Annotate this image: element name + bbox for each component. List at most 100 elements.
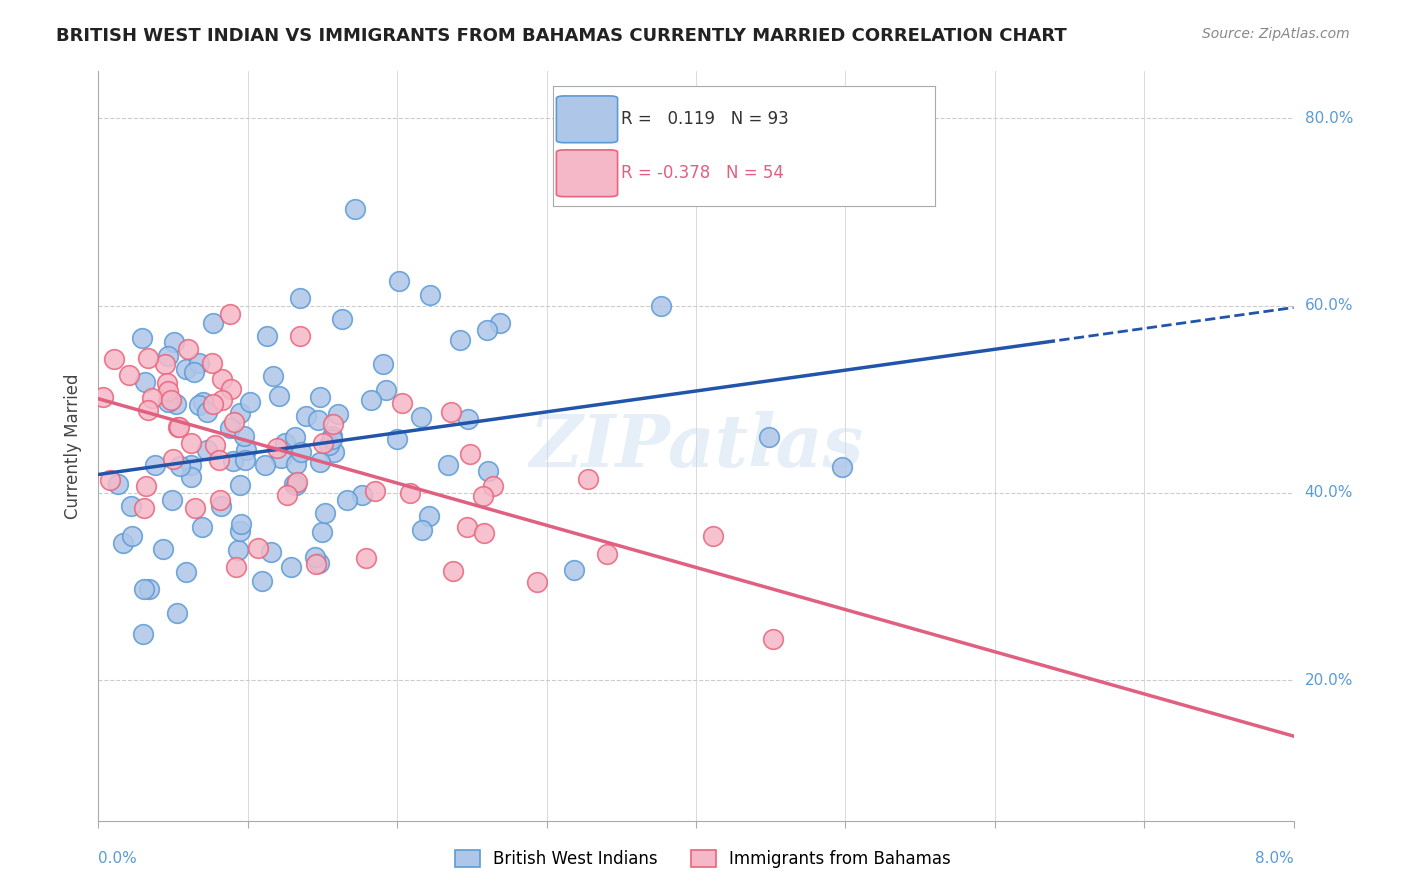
Immigrants from Bahamas <box>176 342 198 356</box>
British West Indians <box>274 436 297 450</box>
Immigrants from Bahamas <box>167 420 190 434</box>
Immigrants from Bahamas <box>141 391 163 405</box>
British West Indians <box>371 357 394 371</box>
Immigrants from Bahamas <box>136 351 159 365</box>
British West Indians <box>309 390 332 404</box>
British West Indians <box>288 291 311 305</box>
Immigrants from Bahamas <box>224 416 246 430</box>
British West Indians <box>218 420 240 434</box>
British West Indians <box>323 444 346 458</box>
Text: 80.0%: 80.0% <box>1305 111 1353 126</box>
British West Indians <box>235 443 257 458</box>
British West Indians <box>107 477 129 491</box>
British West Indians <box>280 559 302 574</box>
Immigrants from Bahamas <box>472 525 495 540</box>
British West Indians <box>229 478 252 492</box>
Immigrants from Bahamas <box>312 435 335 450</box>
Immigrants from Bahamas <box>762 632 785 646</box>
Immigrants from Bahamas <box>209 493 232 508</box>
Immigrants from Bahamas <box>305 557 328 571</box>
British West Indians <box>831 460 853 475</box>
Immigrants from Bahamas <box>208 453 231 467</box>
British West Indians <box>284 458 307 472</box>
British West Indians <box>385 433 408 447</box>
British West Indians <box>252 574 274 588</box>
Immigrants from Bahamas <box>471 489 494 503</box>
British West Indians <box>269 389 291 403</box>
Immigrants from Bahamas <box>93 390 115 404</box>
British West Indians <box>143 458 166 472</box>
Immigrants from Bahamas <box>201 397 224 411</box>
British West Indians <box>183 365 205 379</box>
British West Indians <box>304 550 326 565</box>
British West Indians <box>132 582 155 596</box>
Immigrants from Bahamas <box>354 550 377 565</box>
British West Indians <box>229 516 252 531</box>
British West Indians <box>180 458 202 472</box>
British West Indians <box>121 529 143 543</box>
British West Indians <box>290 444 312 458</box>
Immigrants from Bahamas <box>526 575 548 590</box>
British West Indians <box>650 299 672 313</box>
Immigrants from Bahamas <box>440 405 463 419</box>
British West Indians <box>180 469 202 483</box>
Immigrants from Bahamas <box>458 447 481 461</box>
British West Indians <box>187 399 209 413</box>
British West Indians <box>166 606 188 620</box>
British West Indians <box>321 433 343 447</box>
British West Indians <box>311 524 333 539</box>
Immigrants from Bahamas <box>166 419 188 434</box>
Immigrants from Bahamas <box>156 384 179 398</box>
British West Indians <box>418 509 440 524</box>
Text: 0.0%: 0.0% <box>98 851 138 865</box>
Text: 60.0%: 60.0% <box>1305 298 1353 313</box>
British West Indians <box>169 458 191 473</box>
British West Indians <box>202 316 225 330</box>
British West Indians <box>195 404 218 418</box>
Immigrants from Bahamas <box>218 307 240 321</box>
British West Indians <box>477 464 499 478</box>
Immigrants from Bahamas <box>204 438 226 452</box>
British West Indians <box>284 478 307 492</box>
British West Indians <box>475 323 498 337</box>
Immigrants from Bahamas <box>156 376 179 390</box>
British West Indians <box>120 499 142 513</box>
British West Indians <box>260 544 283 558</box>
Text: BRITISH WEST INDIAN VS IMMIGRANTS FROM BAHAMAS CURRENTLY MARRIED CORRELATION CHA: BRITISH WEST INDIAN VS IMMIGRANTS FROM B… <box>56 27 1067 45</box>
British West Indians <box>232 429 254 443</box>
Immigrants from Bahamas <box>180 435 202 450</box>
British West Indians <box>165 397 187 411</box>
Immigrants from Bahamas <box>456 520 478 534</box>
British West Indians <box>307 413 329 427</box>
British West Indians <box>270 450 292 465</box>
British West Indians <box>156 349 179 363</box>
Immigrants from Bahamas <box>364 484 387 499</box>
British West Indians <box>233 453 256 467</box>
British West Indians <box>308 556 330 570</box>
British West Indians <box>229 524 252 539</box>
Immigrants from Bahamas <box>399 486 422 500</box>
British West Indians <box>284 430 307 444</box>
British West Indians <box>193 394 215 409</box>
British West Indians <box>239 395 262 409</box>
Immigrants from Bahamas <box>596 547 619 561</box>
British West Indians <box>226 543 249 558</box>
Immigrants from Bahamas <box>135 479 157 493</box>
British West Indians <box>138 582 160 596</box>
British West Indians <box>326 407 349 421</box>
Immigrants from Bahamas <box>285 475 308 490</box>
Immigrants from Bahamas <box>225 560 247 574</box>
British West Indians <box>131 627 153 641</box>
Immigrants from Bahamas <box>132 500 155 515</box>
British West Indians <box>352 488 374 502</box>
Immigrants from Bahamas <box>288 329 311 343</box>
Immigrants from Bahamas <box>118 368 141 382</box>
British West Indians <box>162 334 184 349</box>
Immigrants from Bahamas <box>219 382 242 396</box>
Immigrants from Bahamas <box>136 403 159 417</box>
Immigrants from Bahamas <box>100 474 122 488</box>
British West Indians <box>318 438 340 452</box>
Immigrants from Bahamas <box>211 372 233 386</box>
British West Indians <box>190 520 212 534</box>
British West Indians <box>374 383 396 397</box>
